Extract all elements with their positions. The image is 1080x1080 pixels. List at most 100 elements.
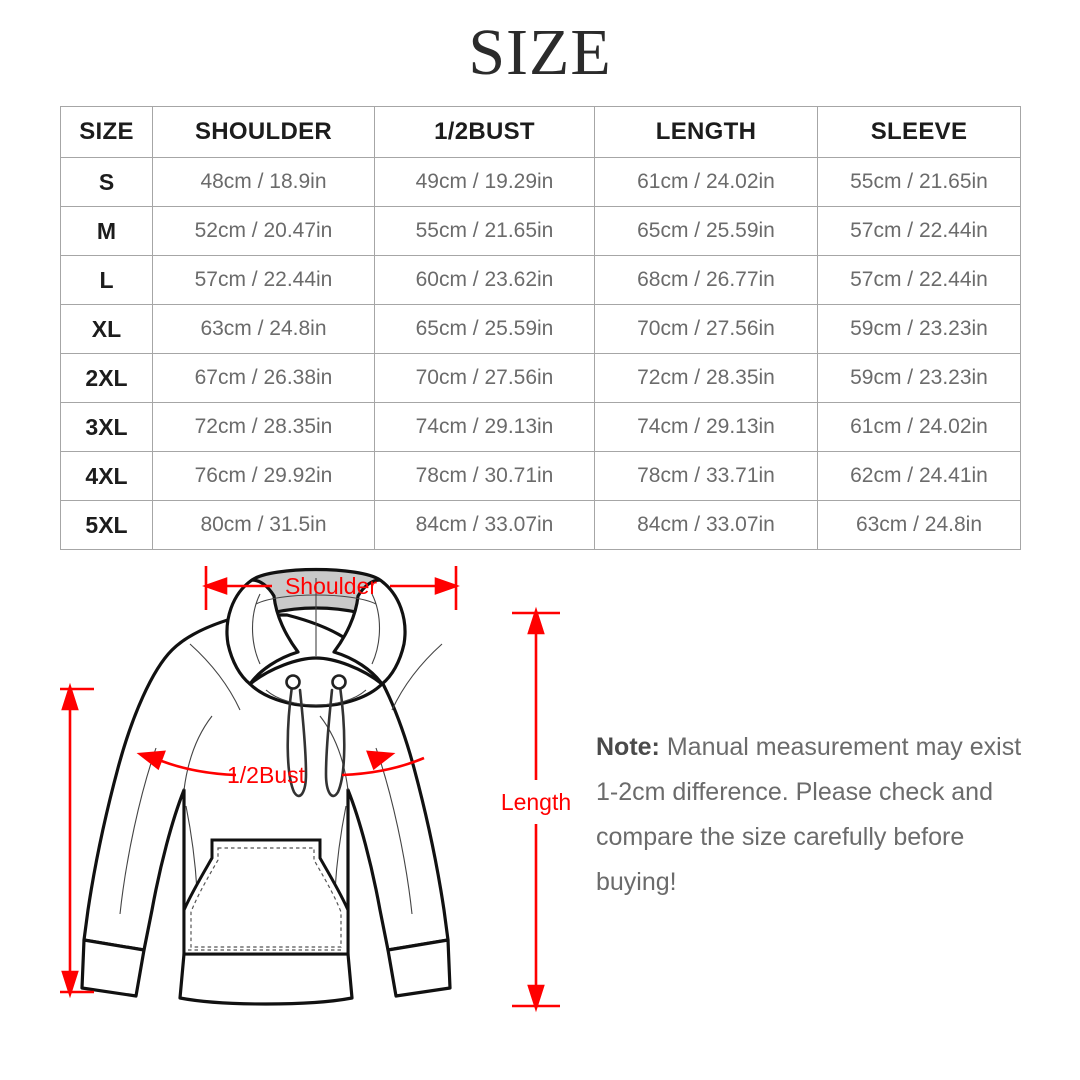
column-header-shoulder: SHOULDER bbox=[152, 106, 375, 158]
cell-length: 70cm / 27.56in bbox=[594, 304, 818, 354]
hood-right-panel bbox=[332, 578, 407, 686]
right-armhole bbox=[319, 715, 349, 791]
table-row: 4XL 76cm / 29.92in 78cm / 30.71in 78cm /… bbox=[60, 451, 1021, 501]
hoodie-drawstrings bbox=[285, 674, 347, 798]
cell-size: XL bbox=[60, 304, 153, 354]
cell-sleeve: 55cm / 21.65in bbox=[817, 157, 1021, 207]
cell-sleeve: 57cm / 22.44in bbox=[817, 255, 1021, 305]
bust-measurement bbox=[136, 750, 425, 777]
cell-size: 5XL bbox=[60, 500, 153, 550]
cell-length: 65cm / 25.59in bbox=[594, 206, 818, 256]
hood-inner-edge bbox=[255, 594, 377, 605]
shoulder-measurement bbox=[202, 566, 460, 610]
bust-arrowhead-left bbox=[136, 750, 166, 771]
cell-shoulder: 48cm / 18.9in bbox=[152, 157, 375, 207]
drawstring-eyelet-left bbox=[285, 674, 301, 690]
cell-length: 74cm / 29.13in bbox=[594, 402, 818, 452]
page-title: SIZE bbox=[468, 16, 612, 89]
cell-length: 68cm / 26.77in bbox=[594, 255, 818, 305]
length-arrowhead-bottom bbox=[527, 984, 545, 1013]
cell-sleeve: 62cm / 24.41in bbox=[817, 451, 1021, 501]
column-header-length: LENGTH bbox=[594, 106, 818, 158]
table-row: S 48cm / 18.9in 49cm / 19.29in 61cm / 24… bbox=[60, 157, 1021, 207]
cell-size: 2XL bbox=[60, 353, 153, 403]
shoulder-label: Shoulder bbox=[285, 573, 377, 599]
cell-bust: 70cm / 27.56in bbox=[374, 353, 595, 403]
pocket-stitch-line bbox=[190, 847, 342, 948]
note-label: Note: bbox=[596, 733, 660, 761]
neck-curve bbox=[265, 689, 367, 706]
cell-shoulder: 57cm / 22.44in bbox=[152, 255, 375, 305]
cell-shoulder: 52cm / 20.47in bbox=[152, 206, 375, 256]
note-text: Manual measurement may exist 1-2cm diffe… bbox=[596, 733, 1022, 896]
hoodie-detail-lines bbox=[119, 578, 443, 925]
cell-length: 61cm / 24.02in bbox=[594, 157, 818, 207]
cell-shoulder: 72cm / 28.35in bbox=[152, 402, 375, 452]
length-arrowhead-top bbox=[527, 606, 545, 635]
sleeve-measurement bbox=[60, 682, 94, 999]
cell-sleeve: 57cm / 22.44in bbox=[817, 206, 1021, 256]
left-sleeve-cuff bbox=[80, 938, 146, 998]
cell-shoulder: 80cm / 31.5in bbox=[152, 500, 375, 550]
size-chart-table: SIZE SHOULDER 1/2BUST LENGTH SLEEVE S 48… bbox=[60, 106, 1021, 550]
pocket-outline bbox=[182, 838, 350, 956]
table-header-row: SIZE SHOULDER 1/2BUST LENGTH SLEEVE bbox=[60, 106, 1021, 158]
cell-bust: 84cm / 33.07in bbox=[374, 500, 595, 550]
right-shoulder-seam bbox=[391, 643, 443, 711]
left-armhole bbox=[183, 715, 213, 791]
right-sleeve-cuff bbox=[386, 938, 452, 998]
left-sleeve-fold bbox=[119, 747, 157, 915]
measurement-diagram: Shoulder 1/2Bust Sleeve Length bbox=[0, 548, 1080, 1018]
hood-seam-right bbox=[371, 593, 380, 665]
cell-sleeve: 59cm / 23.23in bbox=[817, 353, 1021, 403]
cell-sleeve: 61cm / 24.02in bbox=[817, 402, 1021, 452]
length-label: Length bbox=[501, 789, 571, 815]
sleeve-arrowhead-top bbox=[61, 682, 79, 711]
hoodie-illustration: Shoulder 1/2Bust Sleeve Length bbox=[60, 566, 571, 1013]
table-row: L 57cm / 22.44in 60cm / 23.62in 68cm / 2… bbox=[60, 255, 1021, 305]
hood-left-panel bbox=[225, 578, 300, 686]
cell-size: S bbox=[60, 157, 153, 207]
cell-length: 72cm / 28.35in bbox=[594, 353, 818, 403]
column-header-sleeve: SLEEVE bbox=[817, 106, 1021, 158]
cell-length: 84cm / 33.07in bbox=[594, 500, 818, 550]
bottom-hem-band bbox=[178, 952, 354, 1006]
right-sleeve-fold bbox=[375, 747, 413, 915]
cell-shoulder: 67cm / 26.38in bbox=[152, 353, 375, 403]
shoulder-arrowhead-left bbox=[202, 577, 228, 595]
drawstring-eyelet-right bbox=[331, 674, 347, 690]
table-row: 2XL 67cm / 26.38in 70cm / 27.56in 72cm /… bbox=[60, 353, 1021, 403]
drawstring-right bbox=[324, 684, 346, 798]
cell-bust: 49cm / 19.29in bbox=[374, 157, 595, 207]
shoulder-arrowhead-right bbox=[434, 577, 460, 595]
cell-shoulder: 76cm / 29.92in bbox=[152, 451, 375, 501]
table-row: 5XL 80cm / 31.5in 84cm / 33.07in 84cm / … bbox=[60, 500, 1021, 550]
table-row: 3XL 72cm / 28.35in 74cm / 29.13in 74cm /… bbox=[60, 402, 1021, 452]
length-measurement bbox=[512, 606, 560, 1013]
drawstring-left bbox=[286, 684, 308, 798]
cell-shoulder: 63cm / 24.8in bbox=[152, 304, 375, 354]
cell-bust: 78cm / 30.71in bbox=[374, 451, 595, 501]
cell-size: M bbox=[60, 206, 153, 256]
sleeve-arrowhead-bottom bbox=[61, 970, 79, 999]
column-header-bust: 1/2BUST bbox=[374, 106, 595, 158]
cell-bust: 55cm / 21.65in bbox=[374, 206, 595, 256]
table-row: XL 63cm / 24.8in 65cm / 25.59in 70cm / 2… bbox=[60, 304, 1021, 354]
cell-size: 3XL bbox=[60, 402, 153, 452]
cell-sleeve: 59cm / 23.23in bbox=[817, 304, 1021, 354]
hood-seam-left bbox=[252, 593, 261, 665]
cell-bust: 60cm / 23.62in bbox=[374, 255, 595, 305]
pocket-stitching bbox=[188, 847, 344, 951]
cell-size: 4XL bbox=[60, 451, 153, 501]
note-block: Note: Manual measurement may exist 1-2cm… bbox=[596, 725, 1026, 905]
cell-size: L bbox=[60, 255, 153, 305]
cell-sleeve: 63cm / 24.8in bbox=[817, 500, 1021, 550]
bust-arrowhead-right bbox=[366, 750, 396, 771]
bust-label: 1/2Bust bbox=[227, 762, 306, 788]
kangaroo-pocket bbox=[182, 838, 350, 956]
bust-arrow-line-right bbox=[341, 756, 425, 777]
left-shoulder-seam bbox=[189, 643, 241, 711]
cell-bust: 65cm / 25.59in bbox=[374, 304, 595, 354]
column-header-size: SIZE bbox=[60, 106, 153, 158]
size-chart-table-container: SIZE SHOULDER 1/2BUST LENGTH SLEEVE S 48… bbox=[60, 106, 1021, 550]
